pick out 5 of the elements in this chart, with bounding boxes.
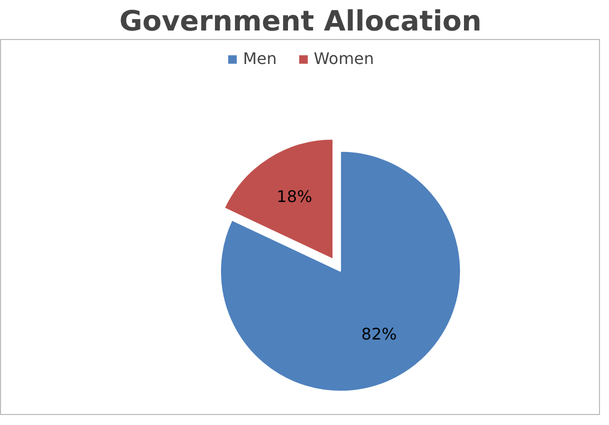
chart-title: Government Allocation xyxy=(119,4,482,38)
legend-label: Men xyxy=(242,49,277,68)
data-label: 82% xyxy=(361,324,397,344)
legend-label: Women xyxy=(314,49,374,68)
data-label: 18% xyxy=(276,186,312,206)
